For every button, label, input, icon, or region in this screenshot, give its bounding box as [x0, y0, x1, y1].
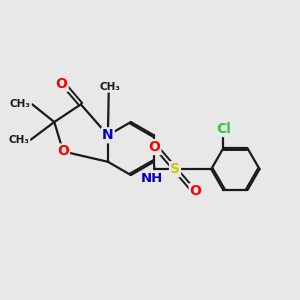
Text: CH₃: CH₃ [8, 135, 29, 145]
Text: O: O [57, 145, 69, 158]
Text: Cl: Cl [216, 122, 231, 136]
Text: O: O [148, 140, 160, 154]
Text: O: O [190, 184, 202, 198]
Text: CH₃: CH₃ [10, 99, 31, 110]
Text: O: O [56, 77, 68, 91]
Text: CH₃: CH₃ [100, 82, 121, 92]
Text: S: S [170, 162, 180, 176]
Text: N: N [102, 128, 114, 142]
Text: NH: NH [140, 172, 163, 185]
